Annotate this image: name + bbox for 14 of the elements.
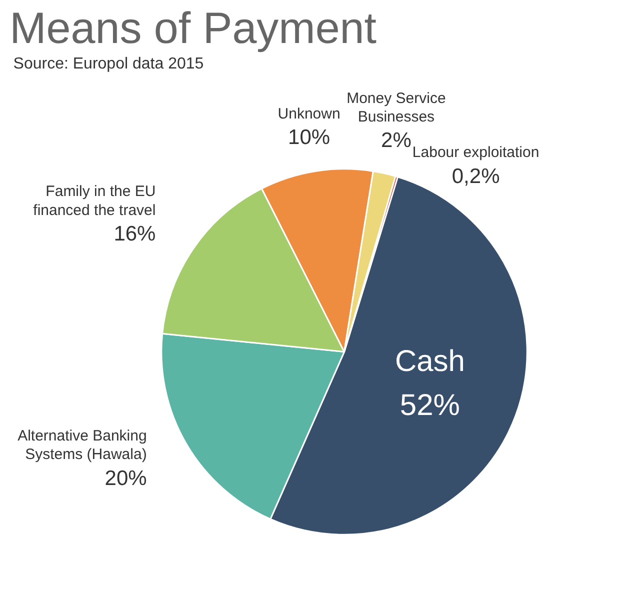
slice-label: Alternative Banking Systems (Hawala) xyxy=(18,428,147,464)
slice-label: Labour exploitation xyxy=(412,144,540,162)
data-label: 2% xyxy=(381,129,412,152)
data-label: 20% xyxy=(104,466,147,490)
slice-label: Family in the EU financed the travel xyxy=(33,183,156,219)
slice-label: Unknown xyxy=(278,105,340,122)
data-label: 0,2% xyxy=(452,164,500,188)
slice-label: Money Service Businesses xyxy=(346,90,446,126)
chart-title: Means of Payment xyxy=(10,4,376,54)
data-label: 10% xyxy=(288,126,330,149)
source-note: Source: Europol data 2015 xyxy=(13,55,204,72)
data-label: 52% xyxy=(400,389,460,422)
data-label: 16% xyxy=(114,222,156,246)
slice-label: Cash xyxy=(394,345,465,378)
